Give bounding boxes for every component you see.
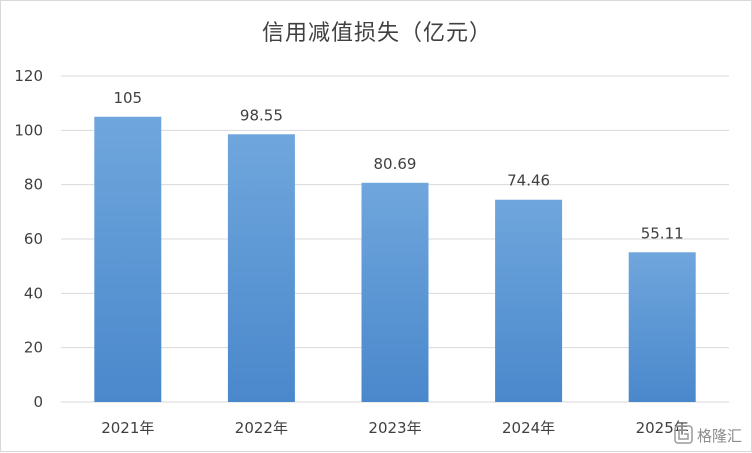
x-tick-label: 2025年: [636, 419, 689, 437]
x-tick-label: 2021年: [101, 419, 154, 437]
y-tick-label: 40: [24, 284, 43, 302]
x-tick-label: 2022年: [235, 419, 288, 437]
y-tick-label: 20: [24, 339, 43, 357]
data-label: 55.11: [641, 224, 684, 242]
y-tick-label: 100: [14, 121, 43, 139]
data-label: 98.55: [240, 106, 283, 124]
bars: [94, 116, 696, 402]
x-axis-ticks: 2021年 2022年 2023年 2024年 2025年: [101, 419, 689, 437]
bar-2023年: [361, 182, 429, 402]
y-tick-label: 0: [33, 393, 43, 411]
bar-2024年: [495, 199, 563, 402]
watermark: 格隆汇: [674, 425, 742, 445]
x-tick-label: 2023年: [368, 419, 421, 437]
chart-title: 信用减值损失（亿元）: [261, 21, 492, 46]
bar-2021年: [94, 116, 162, 402]
glh-logo-icon: [674, 425, 693, 444]
data-labels: 105 98.55 80.69 74.46 55.11: [113, 89, 683, 243]
data-label: 74.46: [507, 172, 550, 190]
bar-2022年: [227, 134, 295, 402]
y-axis-ticks: 0 20 40 60 80 100 120: [14, 67, 43, 411]
y-tick-label: 120: [14, 67, 43, 85]
bar-2025年: [628, 252, 696, 402]
data-label: 80.69: [374, 155, 417, 173]
data-label: 105: [113, 89, 142, 107]
watermark-text: 格隆汇: [697, 427, 742, 445]
y-tick-label: 80: [24, 176, 43, 194]
x-tick-label: 2024年: [502, 419, 555, 437]
y-tick-label: 60: [24, 230, 43, 248]
